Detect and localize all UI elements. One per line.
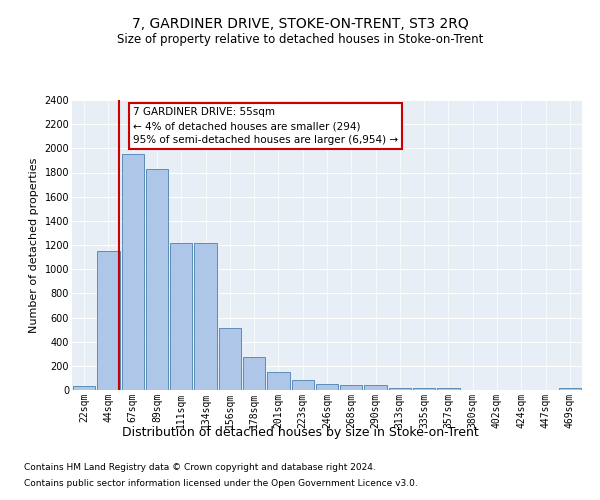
Text: Distribution of detached houses by size in Stoke-on-Trent: Distribution of detached houses by size … [122,426,478,439]
Bar [267,372,290,390]
Text: Contains public sector information licensed under the Open Government Licence v3: Contains public sector information licen… [24,478,418,488]
Bar [243,358,265,390]
Bar [218,328,241,390]
Bar [170,242,193,390]
Bar [437,388,460,390]
Bar [340,385,362,390]
Text: 7, GARDINER DRIVE, STOKE-ON-TRENT, ST3 2RQ: 7, GARDINER DRIVE, STOKE-ON-TRENT, ST3 2… [131,18,469,32]
Text: 7 GARDINER DRIVE: 55sqm
← 4% of detached houses are smaller (294)
95% of semi-de: 7 GARDINER DRIVE: 55sqm ← 4% of detached… [133,108,398,146]
Bar [364,385,387,390]
Bar [559,388,581,390]
Bar [316,384,338,390]
Bar [73,386,95,390]
Bar [389,388,411,390]
Text: Size of property relative to detached houses in Stoke-on-Trent: Size of property relative to detached ho… [117,32,483,46]
Y-axis label: Number of detached properties: Number of detached properties [29,158,39,332]
Bar [122,154,144,390]
Bar [292,380,314,390]
Bar [413,388,436,390]
Bar [194,242,217,390]
Bar [97,251,119,390]
Text: Contains HM Land Registry data © Crown copyright and database right 2024.: Contains HM Land Registry data © Crown c… [24,464,376,472]
Bar [146,169,168,390]
